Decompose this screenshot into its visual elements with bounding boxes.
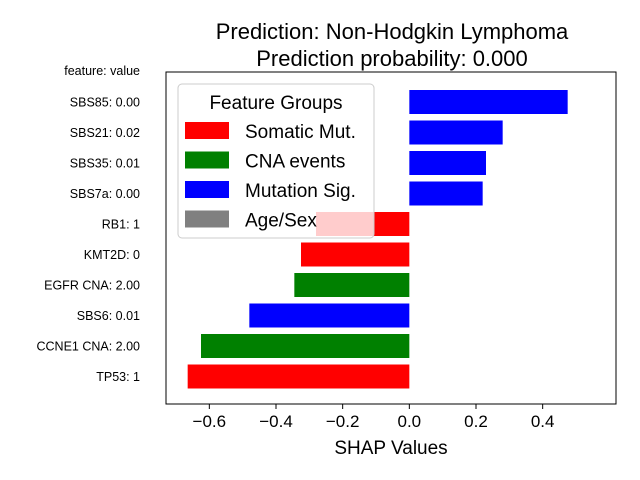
legend-swatch-2 xyxy=(185,181,229,198)
bar-7 xyxy=(249,303,410,328)
y-tick-label-4: RB1: 1 xyxy=(102,218,140,232)
y-tick-label-1: SBS21: 0.02 xyxy=(70,126,140,140)
bar-9 xyxy=(187,364,410,389)
y-tick-label-5: KMT2D: 0 xyxy=(84,248,140,262)
y-tick-label-2: SBS35: 0.01 xyxy=(70,157,140,171)
legend-label-3: Age/Sex xyxy=(245,211,317,232)
bar-1 xyxy=(409,120,503,145)
legend-swatch-0 xyxy=(185,122,229,139)
y-tick-label-9: TP53: 1 xyxy=(96,370,140,384)
y-tick-label-7: SBS6: 0.01 xyxy=(77,309,140,323)
bar-5 xyxy=(301,242,410,267)
y-tick-label-3: SBS7a: 0.00 xyxy=(70,187,140,201)
x-axis-label: SHAP Values xyxy=(334,438,447,459)
x-tick-label-0: −0.6 xyxy=(193,412,227,431)
y-tick-label-8: CCNE1 CNA: 2.00 xyxy=(36,340,140,354)
legend-label-0: Somatic Mut. xyxy=(245,122,356,143)
x-tick-label-1: −0.4 xyxy=(259,412,293,431)
legend-swatch-1 xyxy=(185,151,229,169)
x-tick-label-4: 0.2 xyxy=(464,412,488,431)
y-ticks-layer: SBS85: 0.00 SBS21: 0.02 SBS35: 0.01 SBS7a: … xyxy=(36,96,140,385)
legend-title: Feature Groups xyxy=(209,93,342,114)
legend-entries: Somatic Mut. CNA events Mutation Sig. Age/S… xyxy=(185,122,356,232)
legend: Feature Groups Somatic Mut. CNA events Mut… xyxy=(177,83,375,239)
legend-label-1: CNA events xyxy=(245,152,345,173)
x-tick-label-2: −0.2 xyxy=(326,412,360,431)
legend-swatch-3 xyxy=(185,210,229,228)
y-axis-header-label: feature: value xyxy=(64,64,140,78)
bar-0 xyxy=(409,90,568,114)
bar-3 xyxy=(409,181,483,206)
bar-8 xyxy=(201,334,410,358)
y-tick-label-0: SBS85: 0.00 xyxy=(70,96,140,110)
bar-6 xyxy=(294,273,410,297)
chart-title-line-2: Prediction probability: 0.000 xyxy=(256,46,528,71)
chart-title-line-1: Prediction: Non-Hodgkin Lymphoma xyxy=(216,19,569,44)
plot-frame xyxy=(165,71,617,405)
x-tick-label-5: 0.4 xyxy=(531,412,555,431)
x-ticks-layer: −0.6 −0.4 −0.2 0.0 0.2 0.4 xyxy=(193,404,555,431)
x-tick-label-3: 0.0 xyxy=(398,412,422,431)
legend-label-2: Mutation Sig. xyxy=(245,181,356,202)
bar-2 xyxy=(409,151,486,175)
y-tick-label-6: EGFR CNA: 2.00 xyxy=(44,279,140,293)
